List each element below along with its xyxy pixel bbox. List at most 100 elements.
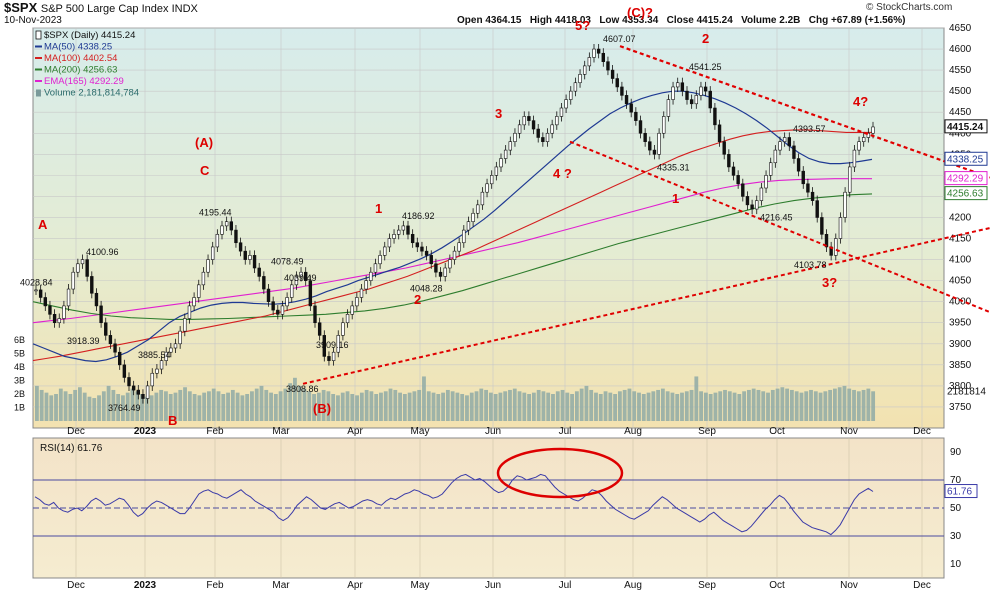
candle-body — [592, 48, 596, 58]
candle-body — [322, 335, 326, 357]
volume-bar — [44, 392, 49, 421]
volume-bar — [144, 396, 149, 421]
x-tick-label: Dec — [913, 426, 931, 437]
candle-body — [620, 86, 624, 96]
candle-body — [331, 351, 336, 361]
candle-body — [392, 234, 396, 239]
candle-body — [71, 271, 75, 290]
legend-entry: $SPX (Daily) 4415.24 — [44, 30, 135, 41]
candle-body — [401, 225, 406, 231]
legend-entry: MA(100) 4402.54 — [44, 53, 117, 64]
candle-body — [313, 305, 317, 324]
support-trendline — [302, 227, 990, 385]
volume-bar — [388, 388, 393, 421]
candle-body — [675, 82, 680, 88]
candle-body — [773, 149, 778, 164]
candle-body — [466, 221, 471, 231]
candle-body — [629, 103, 633, 113]
volume-bar — [527, 394, 531, 421]
volume-bar — [809, 389, 813, 421]
volume-bar — [278, 391, 283, 421]
y-tick-label: 4500 — [949, 86, 972, 97]
volume-bar — [273, 394, 278, 421]
price-tag — [944, 119, 988, 134]
y-tick-label: 4450 — [949, 107, 972, 118]
volume-bar — [92, 398, 97, 421]
candle-body — [406, 225, 410, 235]
candle-body — [378, 255, 382, 265]
volume-bar — [789, 389, 794, 421]
candle-body — [299, 271, 303, 277]
candle-body — [741, 183, 745, 197]
volume-bar — [302, 388, 307, 421]
rsi-x-tick-label: Dec — [67, 580, 85, 591]
volume-bar — [574, 391, 579, 421]
price-data-label: 4078.49 — [271, 257, 304, 267]
candle-body — [276, 309, 280, 315]
volume-bar — [512, 388, 517, 421]
x-tick-label: Mar — [272, 426, 290, 437]
candle-body — [211, 246, 215, 260]
candle-body — [513, 132, 517, 142]
wave-label: 4? — [853, 94, 868, 109]
x-tick-label: 2023 — [134, 426, 157, 437]
volume-bar — [135, 391, 140, 421]
volume-bar — [321, 389, 326, 421]
candle-body — [764, 175, 768, 189]
volume-bar — [245, 394, 250, 421]
volume-bar — [756, 389, 761, 421]
wave-label: (A) — [195, 135, 213, 150]
volume-bar — [627, 388, 632, 421]
candle-body — [415, 242, 419, 248]
rsi-x-tick-label: 2023 — [134, 580, 157, 591]
volume-bar — [359, 392, 364, 421]
candle-body — [99, 305, 103, 324]
candle-body — [755, 200, 759, 210]
rsi-x-tick-label: Sep — [698, 580, 716, 591]
volume-bar — [269, 392, 273, 421]
open-value: Open 4364.15 — [457, 15, 522, 26]
volume-bar — [541, 391, 546, 421]
volume-bar — [164, 391, 168, 421]
y-tick-label: 3800 — [949, 381, 972, 392]
candle-body — [387, 238, 392, 248]
volume-bar — [708, 394, 713, 421]
ma50-line — [32, 90, 873, 363]
candle-body — [80, 259, 85, 265]
candle-body — [90, 276, 94, 294]
candle-body — [131, 385, 136, 391]
volume-bar — [39, 389, 44, 421]
volume-bar — [565, 392, 570, 421]
candle-body — [634, 111, 638, 121]
y-tick-label: 4000 — [949, 297, 972, 308]
wave-label: 4 ? — [553, 166, 572, 181]
candle-body — [355, 297, 359, 307]
price-data-label: 4186.92 — [402, 211, 435, 221]
candle-icon — [35, 30, 42, 40]
candle-body — [587, 57, 592, 67]
volume-tick-label: 2B — [14, 389, 25, 399]
candle-body — [122, 364, 127, 378]
volume-bar — [474, 391, 479, 421]
price-data-label: 4393.57 — [793, 124, 826, 134]
rsi-value-label: 61.76 — [947, 487, 972, 498]
volume-bar — [168, 394, 173, 421]
x-tick-label: Jul — [559, 426, 572, 437]
candle-body — [373, 263, 378, 273]
volume-bar — [465, 395, 469, 421]
volume-tag-label: 2181814 — [947, 386, 986, 397]
candle-body — [703, 86, 708, 92]
volume-bar — [589, 389, 594, 421]
volume-bar — [393, 389, 398, 421]
ohlc-readout: Open 4364.15 High 4418.03 Low 4353.34 Cl… — [457, 15, 905, 26]
candle-body — [94, 292, 99, 307]
volume-bar — [202, 392, 207, 421]
candle-body — [238, 242, 243, 252]
low-value: Low 4353.34 — [599, 15, 659, 26]
candle-body — [224, 221, 229, 227]
candle-body — [336, 335, 340, 353]
candle-body — [150, 372, 154, 387]
price-tag — [944, 171, 988, 186]
volume-bar — [680, 392, 684, 421]
candle-body — [638, 120, 643, 134]
